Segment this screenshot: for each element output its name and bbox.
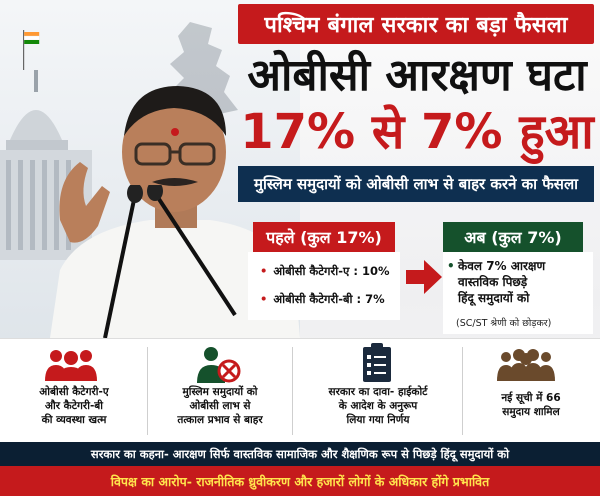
divider xyxy=(462,347,463,435)
info-3-line-1: सरकार का दावा- हाईकोर्ट xyxy=(328,386,428,398)
info-2-line-2: ओबीसी लाभ से xyxy=(189,400,251,412)
flag-icon xyxy=(23,30,40,70)
info-2-line-3: तत्काल प्रभाव से बाहर xyxy=(177,414,263,426)
bullet-icon: • xyxy=(260,264,268,278)
info-1-line-1: ओबीसी कैटेगरी-ए xyxy=(39,386,109,398)
before-panel xyxy=(248,252,400,320)
after-panel xyxy=(443,252,593,334)
clipboard-checklist-icon xyxy=(363,343,391,382)
after-note: (SC/ST श्रेणी को छोड़कर) xyxy=(456,318,552,329)
info-4-line-1: नई सूची में 66 xyxy=(501,392,561,404)
person-cross-icon xyxy=(197,347,241,383)
info-3-line-3: लिया गया निर्णय xyxy=(346,414,410,426)
people-group-icon xyxy=(45,350,97,381)
after-line-1: • केवल 7% आरक्षण xyxy=(447,258,546,274)
headline-main: ओबीसी आरक्षण घटा xyxy=(247,50,587,101)
subtitle-bar: मुस्लिम समुदायों को ओबीसी लाभ से बाहर कर… xyxy=(238,166,594,202)
info-4-line-2: समुदाय शामिल xyxy=(502,406,560,418)
divider xyxy=(147,347,148,435)
bullet-icon: • xyxy=(260,292,268,306)
arrow-right-icon xyxy=(406,260,442,294)
govt-statement-bar: सरकार का कहना- आरक्षण सिर्फ वास्तविक साम… xyxy=(0,442,600,466)
community-icon xyxy=(497,349,555,381)
info-text-2: मुस्लिम समुदायों को ओबीसी लाभ से तत्काल … xyxy=(152,385,288,427)
info-text-3: सरकार का दावा- हाईकोर्ट के आदेश के अनुरू… xyxy=(296,385,460,427)
microphones xyxy=(103,185,237,338)
divider xyxy=(292,347,293,435)
before-item-a-text: ओबीसी कैटेगरी-ए : 10% xyxy=(273,264,390,278)
bullet-icon: • xyxy=(447,259,455,273)
info-row: ओबीसी कैटेगरी-ए और कैटेगरी-बी की व्यवस्थ… xyxy=(0,338,600,443)
after-line-1-text: केवल 7% आरक्षण xyxy=(458,259,546,273)
info-2-line-1: मुस्लिम समुदायों को xyxy=(182,386,258,398)
opposition-statement-bar: विपक्ष का आरोप- राजनीतिक ध्रुवीकरण और हज… xyxy=(0,466,600,496)
after-label: अब (कुल 7%) xyxy=(443,222,583,252)
before-item-b-text: ओबीसी कैटेगरी-बी : 7% xyxy=(273,292,385,306)
before-item-a: • ओबीसी कैटेगरी-ए : 10% xyxy=(260,264,389,279)
before-item-b: • ओबीसी कैटेगरी-बी : 7% xyxy=(260,292,385,307)
info-text-1: ओबीसी कैटेगरी-ए और कैटेगरी-बी की व्यवस्थ… xyxy=(8,385,140,427)
info-1-line-2: और कैटेगरी-बी xyxy=(44,400,104,412)
headline-banner: पश्चिम बंगाल सरकार का बड़ा फैसला xyxy=(238,4,594,44)
info-3-line-2: के आदेश के अनुरूप xyxy=(338,400,418,412)
after-line-2: वास्तविक पिछड़े xyxy=(458,275,528,289)
after-line-3: हिंदू समुदायों को xyxy=(458,291,530,305)
info-1-line-3: की व्यवस्था खत्म xyxy=(41,414,107,426)
headline-figure: 17% से 7% हुआ xyxy=(240,104,594,160)
info-text-4: नई सूची में 66 समुदाय शामिल xyxy=(466,391,596,419)
before-label: पहले (कुल 17%) xyxy=(253,222,395,252)
